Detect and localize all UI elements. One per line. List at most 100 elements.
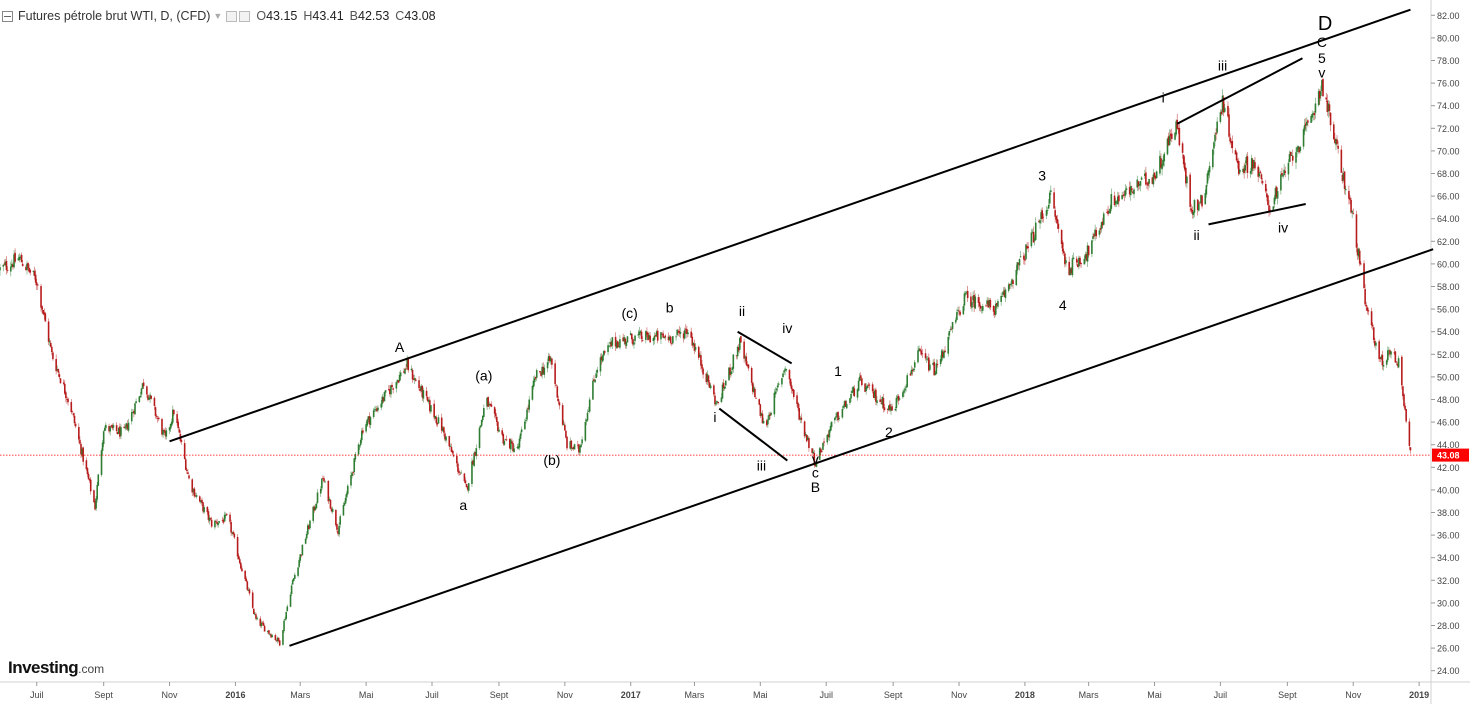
candle-body [369,417,372,425]
x-tick-label: 2017 [621,690,641,700]
candle-body [732,354,735,369]
candle-body [381,396,384,404]
candle-body [654,335,657,337]
candle-body [0,267,1,271]
candle-body [977,297,980,303]
candle-body [388,389,390,390]
candle-body [118,427,120,435]
candle-body [803,421,806,437]
candle-body [142,382,145,387]
logo-brand: Investing [8,658,79,677]
candle-body [1327,103,1330,112]
candle-body [1178,127,1181,146]
candle-body [1070,268,1073,274]
candle-body [141,383,144,389]
x-tick-label: Sept [884,690,903,700]
candle-body [618,346,620,347]
candle-body [874,390,876,398]
candle-body [319,488,322,494]
candle-body [109,426,111,432]
settings-toggle-icon[interactable] [239,10,251,22]
candle-body [539,370,541,373]
y-tick-label: 26.00 [1437,644,1460,654]
candle-body [656,330,659,341]
collapse-toggle-icon[interactable] [2,10,13,22]
candle-body [823,441,825,443]
eye-toggle-icon[interactable] [226,10,238,22]
candle-body [1364,289,1366,305]
candle-body [645,331,647,340]
candle-body [986,300,988,304]
candle-body [406,359,408,368]
candle-body [843,401,846,407]
candle-body [1230,141,1232,143]
candle-body [357,444,360,455]
candle-body [512,443,514,452]
candle-body [275,640,278,642]
y-tick-label: 24.00 [1437,666,1460,676]
candle-body [631,333,633,340]
candle-body [350,475,352,486]
candle-body [1181,143,1184,153]
candle-body [1349,197,1351,201]
y-tick-label: 68.00 [1437,169,1460,179]
candle-body [1098,230,1101,235]
y-tick-label: 28.00 [1437,621,1460,631]
trend-lines-layer [169,8,1434,647]
candle-body [1283,169,1285,176]
candle-body [270,634,272,638]
candle-body [638,331,641,336]
candle-body [230,522,232,533]
candle-body [1205,185,1208,195]
candle-body [746,364,749,366]
candle-body [58,374,61,378]
candle-body [970,296,972,307]
candle-body [1390,351,1392,355]
candle-body [100,450,103,475]
candle-body [588,399,591,412]
candle-body [1312,113,1315,115]
candle-body [1355,214,1358,248]
trend-line-3 [718,407,788,462]
candle-body [1117,196,1119,205]
candle-body [1201,195,1203,207]
candle-body [895,397,898,409]
candle-body [1138,184,1141,186]
candle-body [736,346,739,357]
candle-body [1148,178,1150,184]
candle-body [693,343,696,351]
candle-body [524,421,526,430]
wave-label: 1 [834,363,842,379]
candle-body [37,284,39,286]
candle-body [157,417,160,420]
candle-body [1397,358,1400,368]
candle-body [1219,112,1222,122]
candle-body [579,446,581,453]
candle-body [1101,221,1104,226]
candle-body [229,514,231,522]
candle-body [753,387,755,393]
candle-body [744,356,746,359]
candle-body [676,329,678,335]
candle-body [262,622,265,626]
candle-body [804,434,807,435]
candle-body [399,372,402,377]
candle-body [120,427,122,436]
y-tick-label: 34.00 [1437,553,1460,563]
candle-body [571,447,574,450]
candle-body [890,407,892,411]
candle-body [1214,134,1216,142]
candle-body [376,408,378,412]
candle-body [132,412,134,414]
candle-body [434,415,437,419]
candle-body [987,300,989,308]
candle-body [692,342,695,346]
candle-body [857,380,860,391]
candle-body [1328,104,1331,112]
chevron-down-icon[interactable]: ▼ [213,11,223,21]
trend-line-6 [1208,203,1306,226]
candle-body [904,388,906,391]
